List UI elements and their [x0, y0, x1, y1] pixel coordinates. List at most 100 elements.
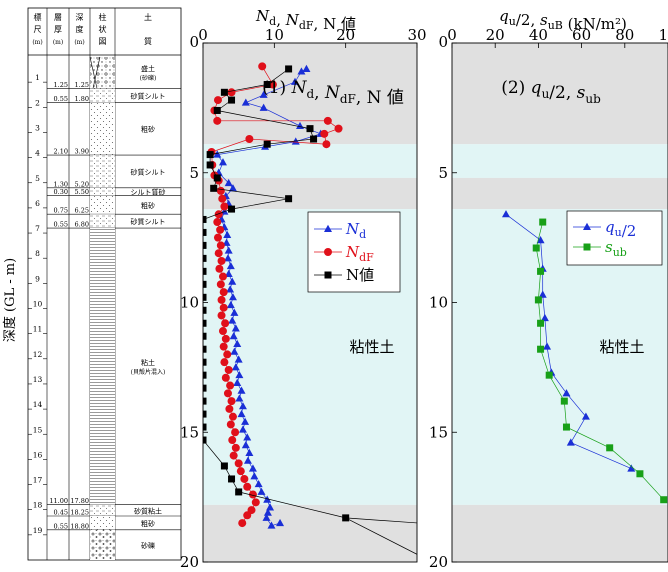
y-tick-label: 5	[189, 164, 199, 182]
log-layer-thickness: 0.55	[54, 95, 68, 103]
data-point-1	[226, 381, 235, 390]
log-layer-soil: 粗砂	[141, 519, 155, 528]
data-point-1	[217, 295, 226, 304]
log-layer-pattern	[90, 515, 115, 530]
log-layer-pattern	[90, 504, 115, 516]
log-header-column: 柱	[99, 12, 107, 22]
log-layer-depth: 6.25	[75, 207, 89, 215]
data-point-1	[223, 350, 232, 359]
log-layer-soil: 砂礫	[141, 541, 155, 550]
log-layer-soil: (砂礫)	[140, 74, 157, 82]
data-point-0	[233, 378, 242, 386]
log-scale-label: 1	[35, 73, 40, 82]
text-run: /2,	[516, 11, 540, 29]
text-subscript: dF	[299, 19, 314, 32]
y-tick-label: 15	[429, 423, 448, 441]
log-layer-thickness: 0.30	[54, 188, 68, 196]
data-point-0	[237, 409, 246, 418]
log-scale-label: 9	[35, 274, 40, 283]
text-run: N	[345, 243, 360, 261]
data-point-0	[224, 246, 233, 254]
data-point-0	[566, 438, 575, 446]
text-run: (2)	[501, 78, 530, 98]
data-point-1	[227, 397, 236, 406]
x-tick-label: 10	[658, 26, 668, 44]
log-layer-depth: 6.80	[75, 221, 89, 229]
y-tick-label: 15	[180, 423, 199, 441]
data-point-0	[302, 64, 311, 72]
log-scale-label: 16	[33, 450, 43, 459]
data-point-2	[228, 96, 236, 104]
data-point-1	[545, 371, 553, 379]
data-point-1	[225, 404, 234, 413]
log-layer-soil: 粘土	[141, 358, 155, 367]
log-layer-soil: 砂質シルト	[131, 91, 166, 100]
log-layer-soil: (貝殻片混入)	[131, 368, 166, 376]
data-point-2	[203, 228, 207, 236]
y-tick-label: 0	[189, 33, 199, 51]
legend-marker	[583, 222, 591, 230]
data-point-0	[230, 308, 239, 316]
data-point-1	[636, 470, 644, 478]
data-point-1	[537, 267, 545, 275]
data-point-2	[203, 215, 207, 223]
panel-annotation: (1) Nd, NdF, N 値	[262, 78, 404, 108]
data-point-2	[285, 195, 293, 203]
data-point-0	[263, 508, 272, 516]
text-run: /2,	[549, 83, 576, 103]
data-point-1	[216, 280, 225, 289]
legend-marker	[324, 248, 332, 256]
data-point-0	[218, 158, 227, 166]
data-point-0	[276, 518, 285, 527]
data-point-1	[217, 311, 226, 320]
data-point-0	[241, 441, 250, 449]
data-point-2	[203, 267, 207, 275]
legend-box	[566, 210, 663, 266]
data-point-1	[221, 373, 230, 382]
data-point-1	[238, 519, 247, 528]
x-tick-label: 60	[572, 26, 591, 44]
y-tick-label: 10	[429, 294, 448, 312]
legend-marker	[583, 243, 591, 251]
text-subscript: d	[269, 15, 276, 28]
log-header-column: 図	[99, 37, 107, 46]
legend-label: qu/2	[605, 218, 636, 240]
data-point-0	[543, 342, 552, 350]
data-point-1	[537, 319, 545, 327]
log-layer-pattern	[90, 102, 115, 156]
series-line-extension	[345, 517, 417, 524]
data-point-2	[285, 65, 293, 73]
log-layer-pattern	[90, 155, 115, 188]
series-layer	[203, 62, 417, 555]
data-point-1	[215, 264, 224, 273]
data-point-1	[221, 319, 230, 328]
x-tick-label: 20	[486, 26, 505, 44]
x-tick-label: 10	[265, 26, 284, 44]
data-point-0	[229, 332, 238, 340]
text-run: , N 値	[314, 15, 356, 33]
data-point-2	[203, 306, 207, 314]
log-layer-depth: 1.80	[75, 95, 89, 103]
data-point-1	[229, 451, 238, 460]
log-scale-label: 18	[33, 501, 43, 510]
log-layer-soil: 粗砂	[141, 125, 155, 134]
text-subscript: u	[615, 226, 622, 239]
data-point-1	[323, 116, 332, 125]
series-line-extension	[345, 517, 417, 555]
data-point-0	[627, 464, 636, 472]
log-header-soil: 土	[144, 12, 152, 22]
data-point-1	[218, 327, 227, 336]
text-run: q	[531, 78, 542, 98]
log-header-depth: 度	[76, 24, 84, 34]
data-point-1	[234, 459, 243, 468]
log-layer-thickness: 1.25	[54, 81, 68, 89]
log-layer-thickness: 1.30	[54, 180, 68, 188]
log-scale-label: 17	[33, 476, 43, 485]
data-point-0	[237, 386, 246, 394]
y-tick-label: 10	[180, 294, 199, 312]
data-point-1	[534, 296, 542, 304]
soil-band-sand	[452, 504, 668, 562]
